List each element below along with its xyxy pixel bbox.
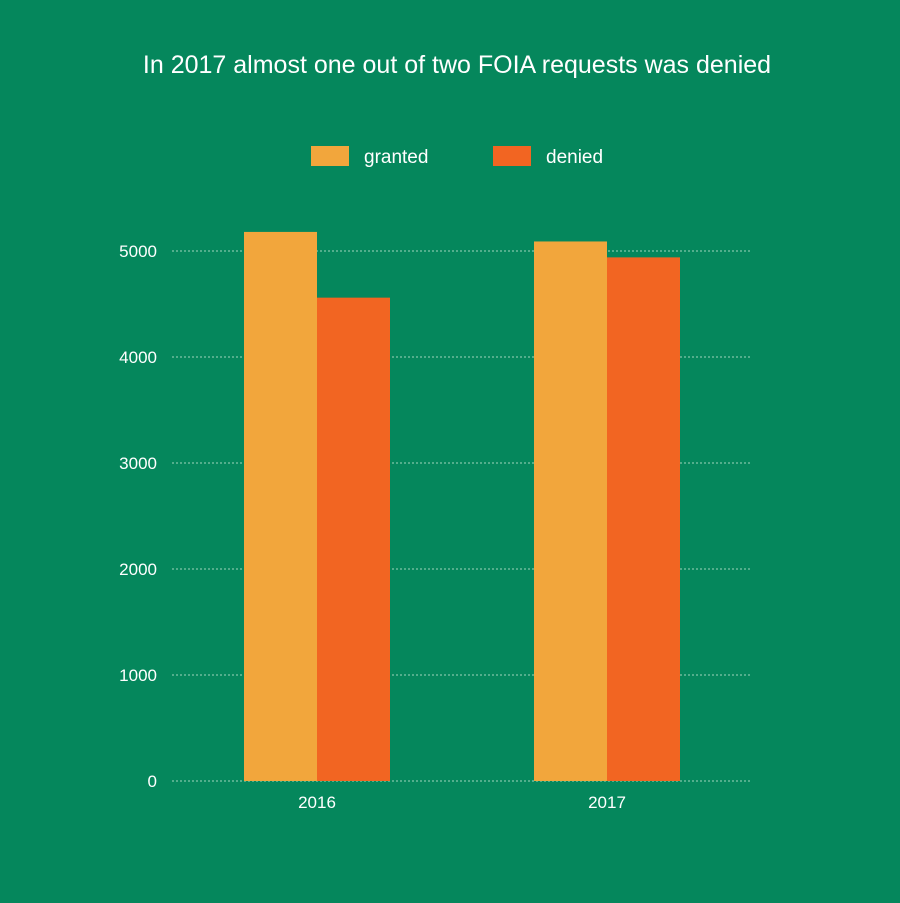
bar-denied-2017 xyxy=(607,257,680,781)
y-tick-label: 1000 xyxy=(119,666,157,685)
bars xyxy=(244,231,680,782)
x-axis-ticks: 2016 2017 xyxy=(298,793,626,812)
legend-swatch-denied xyxy=(493,146,531,166)
legend: granted denied xyxy=(311,146,603,168)
bar-denied-2016 xyxy=(317,297,390,781)
x-tick-label: 2016 xyxy=(298,793,336,812)
y-tick-label: 5000 xyxy=(119,242,157,261)
y-tick-label: 4000 xyxy=(119,348,157,367)
bar-granted-2017 xyxy=(534,241,607,781)
x-tick-label: 2017 xyxy=(588,793,626,812)
chart-title: In 2017 almost one out of two FOIA reque… xyxy=(143,51,771,79)
y-tick-label: 3000 xyxy=(119,454,157,473)
y-tick-label: 0 xyxy=(148,772,157,791)
y-tick-label: 2000 xyxy=(119,560,157,579)
bar-granted-2016 xyxy=(244,231,317,782)
legend-label-denied: denied xyxy=(546,147,603,168)
y-axis-ticks: 0 1000 2000 3000 4000 5000 xyxy=(119,242,157,791)
legend-label-granted: granted xyxy=(364,147,428,168)
legend-swatch-granted xyxy=(311,146,349,166)
